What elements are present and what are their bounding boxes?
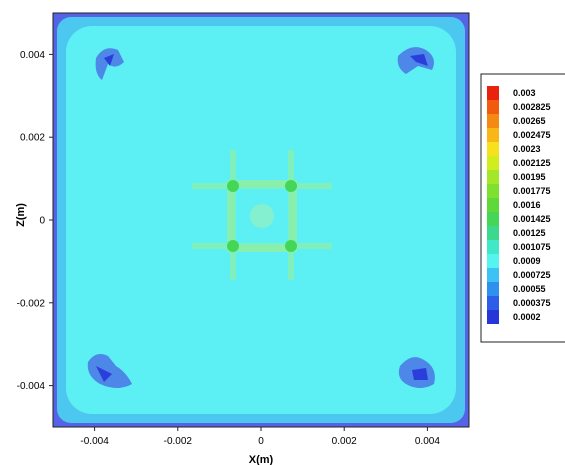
colorbar-label: 0.00265 [513,116,546,126]
y-tick-label: -0.002 [17,298,46,309]
colorbar-swatch [487,100,499,114]
y-tick-label: -0.004 [17,381,46,392]
corner-patch-top-right [397,47,434,74]
colorbar-swatch [487,86,499,100]
colorbar-label: 0.002125 [513,158,551,168]
colorbar-swatch [487,296,499,310]
colorbar-label: 0.000725 [513,270,551,280]
x-tick-label: 0 [258,436,264,447]
y-tick-label: 0.002 [20,133,45,144]
colorbar-swatch [487,142,499,156]
colorbar-label: 0.001425 [513,214,551,224]
corner-patch-bottom-left [87,354,132,388]
colorbar-label: 0.002475 [513,130,551,140]
colorbar-swatch [487,114,499,128]
colorbar-label: 0.00055 [513,284,546,294]
colorbar-label: 0.0002 [513,312,541,322]
colorbar-swatch [487,254,499,268]
colorbar-swatch [487,170,499,184]
colorbar-label: 0.00125 [513,228,546,238]
colorbar-swatch [487,268,499,282]
colorbar-label: 0.0016 [513,200,541,210]
colorbar-label: 0.0009 [513,256,541,266]
colorbar-label: 0.002825 [513,102,551,112]
x-tick-label: -0.004 [80,436,109,447]
colorbar-swatch [487,198,499,212]
colorbar-label: 0.003 [513,88,536,98]
colorbar-swatch [487,156,499,170]
colorbar-swatch [487,184,499,198]
colorbar-label: 0.00195 [513,172,546,182]
center-cross-pattern [192,150,332,280]
y-axis: 0.004 0.002 0 -0.002 -0.004 [17,50,53,392]
x-tick-label: -0.002 [164,436,193,447]
colorbar-swatch [487,240,499,254]
colorbar-label: 0.000375 [513,298,551,308]
x-axis: -0.004 -0.002 0 0.002 0.004 [80,427,440,447]
colorbar-swatch [487,128,499,142]
colorbar-swatch [487,310,499,324]
colorbar-label: 0.0023 [513,144,541,154]
colorbar-swatch [487,282,499,296]
x-axis-label: X(m) [249,454,274,465]
y-tick-label: 0.004 [20,50,45,61]
corner-patch-bottom-right [398,357,435,388]
contour-plot-area [53,13,469,427]
x-tick-label: 0.004 [415,436,440,447]
x-tick-label: 0.002 [332,436,357,447]
y-tick-label: 0 [39,216,45,227]
colorbar-legend: 0.003 0.002825 0.00265 0.002475 0.0023 0.0021… [480,73,565,343]
y-axis-label: Z(m) [15,203,27,227]
colorbar-swatch [487,226,499,240]
colorbar-label: 0.001075 [513,242,551,252]
colorbar-label: 0.001775 [513,186,551,196]
colorbar-swatch [487,212,499,226]
corner-patch-top-left [95,48,124,80]
